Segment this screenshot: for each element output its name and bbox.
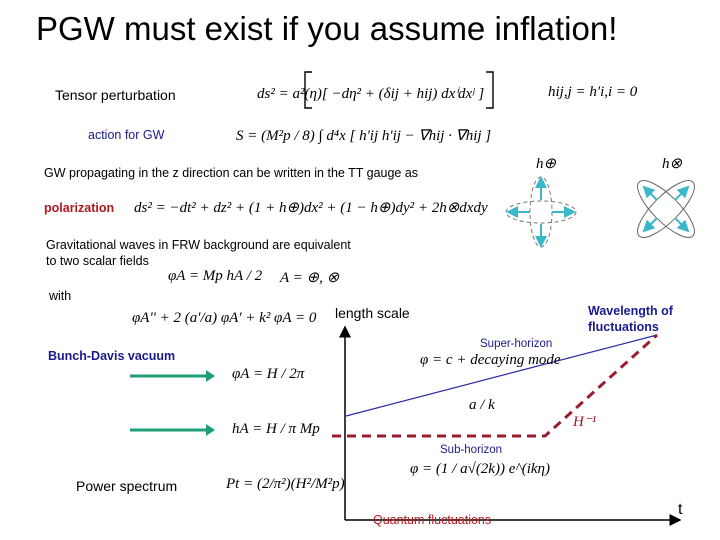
with-label: with — [49, 289, 72, 303]
super-horizon-label: Super-horizon — [480, 338, 553, 350]
metric-left-bracket — [304, 71, 312, 109]
sub-horizon-label: Sub-horizon — [440, 444, 503, 456]
h-plus-label: h⊕ — [536, 156, 557, 172]
quantum-fluctuations-label: Quantum fluctuations — [373, 513, 492, 527]
metric-equation: ds² = a²(η)[ −dη² + (δij + hij) dxⁱdxʲ ] — [257, 86, 485, 102]
phi-vacuum-equation: φA = H / 2π — [232, 366, 305, 382]
polarization-label: polarization — [44, 201, 115, 215]
h-cross-label: h⊗ — [662, 156, 683, 172]
action-equation: S = (M²p / 8) ∫ d⁴x [ h'ij h'ij − ∇hij ·… — [236, 128, 492, 144]
action-label: action for GW — [88, 128, 165, 142]
bunch-davis-label: Bunch-Davis vacuum — [48, 349, 176, 363]
bunch-davis-arrows — [130, 370, 215, 436]
time-axis-label: t — [678, 501, 683, 518]
superhorizon-mode-equation: φ = c + decaying mode — [420, 352, 561, 368]
polarization-metric-equation: ds² = −dt² + dz² + (1 + h⊕)dx² + (1 − h⊕… — [134, 200, 488, 216]
gw-tt-gauge-text: GW propagating in the z direction can be… — [44, 166, 419, 180]
scalar-field-equation: φA = Mp hA / 2 — [168, 268, 263, 284]
power-spectrum-equation: Pt = (2/π²)(H²/M²p) — [226, 476, 345, 492]
wavelength-line — [345, 334, 658, 417]
frw-text-line1: Gravitational waves in FRW background ar… — [46, 238, 351, 252]
tt-gauge-condition: hij,j = h'i,i = 0 — [548, 84, 638, 100]
scalar-field-index: A = ⊕, ⊗ — [280, 270, 340, 286]
wavelength-label-line1: Wavelength of — [588, 304, 673, 318]
power-spectrum-label: Power spectrum — [76, 478, 178, 494]
h-vacuum-equation: hA = H / π Mp — [232, 421, 320, 437]
length-scale-label: length scale — [335, 305, 410, 321]
hubble-inverse-label: H⁻¹ — [573, 414, 597, 430]
metric-right-bracket — [486, 71, 494, 109]
hubble-horizon-line — [332, 333, 659, 438]
frw-text-line2: to two scalar fields — [46, 254, 149, 268]
a-over-k-label: a / k — [469, 397, 495, 413]
tensor-perturbation-label: Tensor perturbation — [55, 87, 176, 103]
slide-title: PGW must exist if you assume inflation! — [36, 10, 618, 47]
equation-of-motion: φA'' + 2 (a'/a) φA' + k² φA = 0 — [132, 310, 317, 326]
wavelength-label-line2: fluctuations — [588, 320, 659, 334]
h-plus-polarization-diagram — [505, 176, 577, 248]
subhorizon-mode-equation: φ = (1 / a√(2k)) e^(ikη) — [410, 461, 550, 477]
h-cross-polarization-diagram — [637, 180, 695, 238]
